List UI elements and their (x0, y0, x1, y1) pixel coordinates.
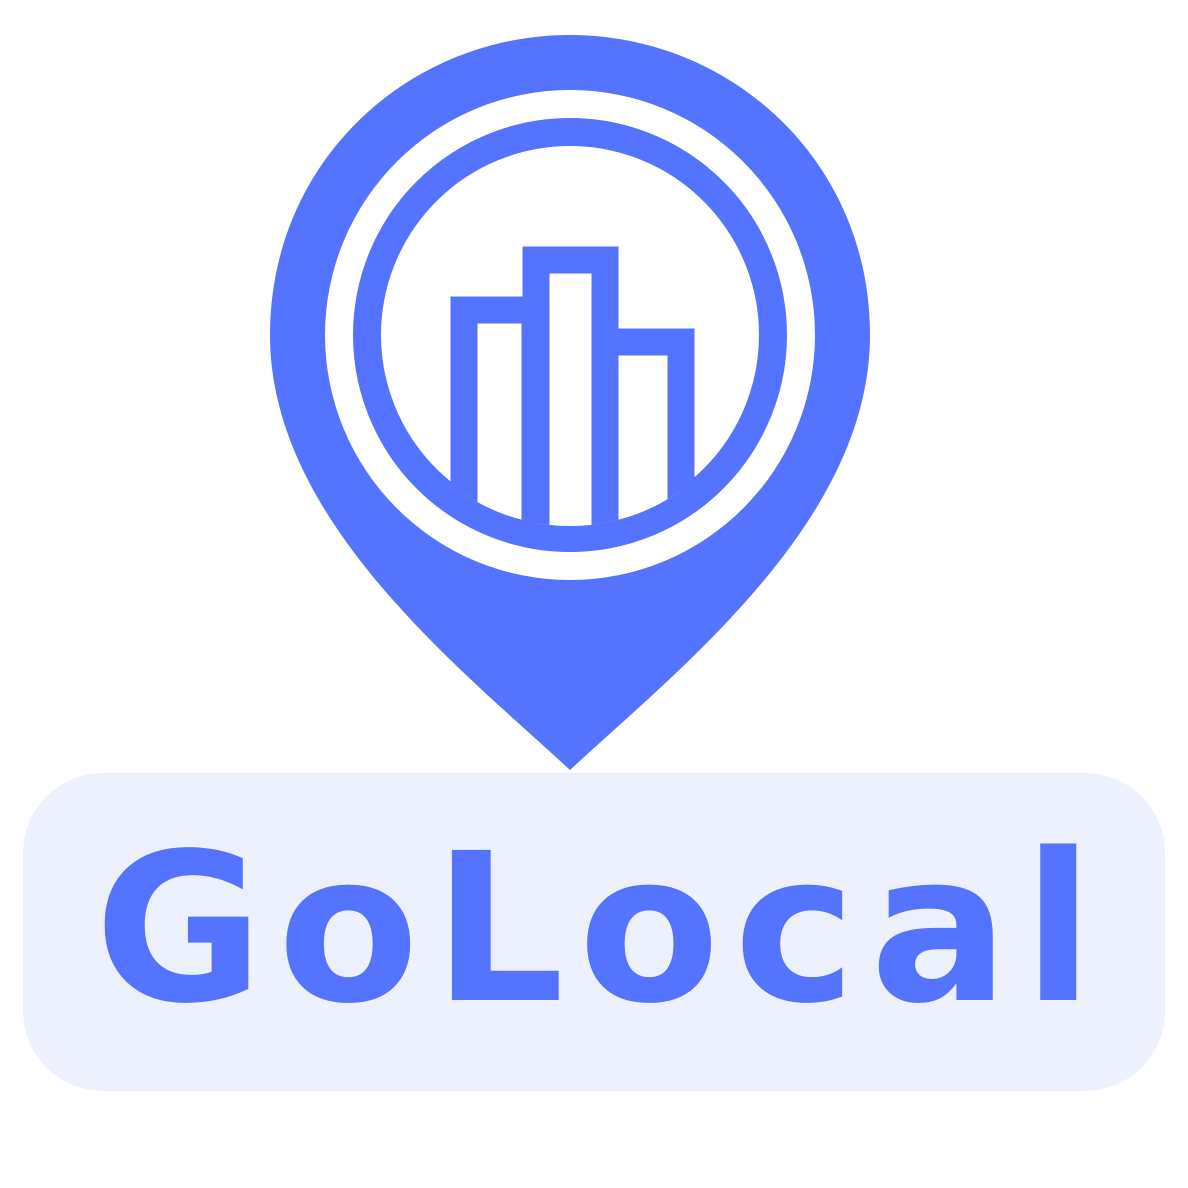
brand-name: GoLocal (94, 809, 1108, 1049)
brand-badge: GoLocal (23, 773, 1165, 1091)
building-right (591, 328, 695, 526)
map-pin-icon (270, 35, 870, 770)
city-buildings-icon (450, 246, 695, 526)
pin-ring (353, 118, 787, 552)
